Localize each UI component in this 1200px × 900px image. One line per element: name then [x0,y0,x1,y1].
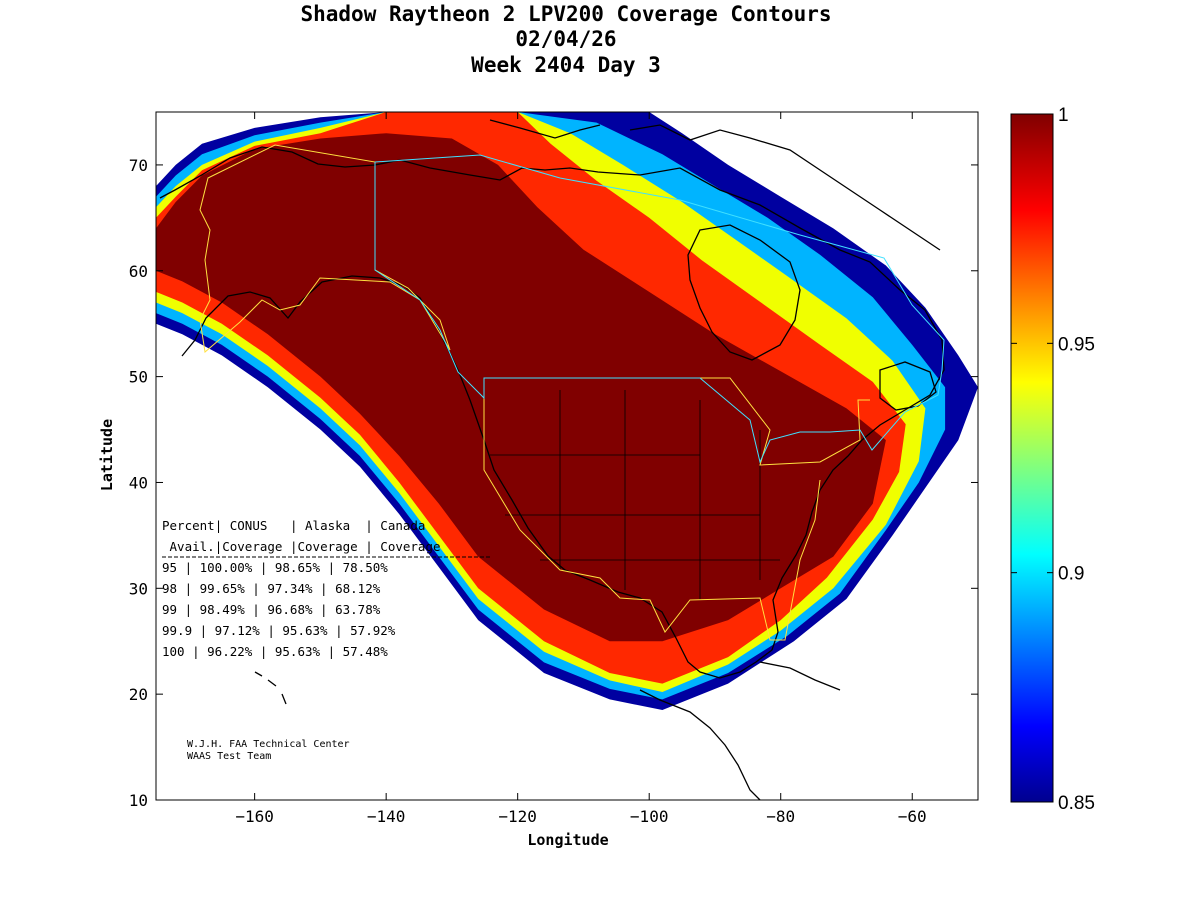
credit-line-1: W.J.H. FAA Technical Center [187,739,350,750]
x-tick-label: −120 [498,807,537,826]
colorbar-ticks: 1 0.95 0.9 0.85 [1011,105,1095,814]
x-tick-label: −80 [766,807,795,826]
table-row: 100 | 96.22% | 95.63% | 57.48% [162,644,388,659]
colorbar-tick-label: 1 [1058,105,1069,126]
table-row: 95 | 100.00% | 98.65% | 78.50% [162,560,388,575]
y-tick-label: 20 [129,685,148,704]
x-tick-label: −160 [235,807,274,826]
coverage-band-1 [156,133,886,642]
table-header-2: Avail.|Coverage |Coverage | Coverage [162,539,441,554]
colorbar-tick-label: 0.85 [1058,793,1095,814]
title-line-3: Week 2404 Day 3 [471,53,661,77]
y-axis-label: Latitude [98,419,116,491]
y-tick-label: 10 [129,791,148,810]
y-tick-label: 40 [129,473,148,492]
coverage-contours [156,112,978,710]
table-row: 99.9 | 97.12% | 95.63% | 57.92% [162,623,396,638]
table-row: 99 | 98.49% | 96.68% | 63.78% [162,602,381,617]
x-tick-label: −140 [367,807,406,826]
title-line-1: Shadow Raytheon 2 LPV200 Coverage Contou… [300,2,831,26]
table-rows: 95 | 100.00% | 98.65% | 78.50% 98 | 99.6… [162,560,396,659]
credit-line-2: WAAS Test Team [187,751,271,762]
coverage-table: Percent| CONUS | Alaska | Canada Avail.|… [162,518,492,659]
region-boundaries [199,144,870,641]
colorbar [1010,113,1054,803]
plot-frame [155,111,979,801]
title-line-2: 02/04/26 [515,27,616,51]
axis-ticks: −160 −140 −120 −100 −80 −60 20 30 40 50 60 70 10 [129,112,978,826]
x-tick-label: −100 [630,807,669,826]
colorbar-tick-label: 0.95 [1058,334,1095,355]
x-axis-label: Longitude [527,831,608,849]
y-tick-label: 60 [129,262,148,281]
state-borders [490,390,780,600]
y-tick-label: 30 [129,579,148,598]
x-tick-label: −60 [898,807,927,826]
colorbar-tick-label: 0.9 [1058,564,1084,585]
y-tick-label: 70 [129,156,148,175]
canada-boundary [374,154,945,464]
table-row: 98 | 99.65% | 97.34% | 68.12% [162,581,381,596]
table-header-1: Percent| CONUS | Alaska | Canada [162,518,425,533]
y-tick-label: 50 [129,368,148,387]
